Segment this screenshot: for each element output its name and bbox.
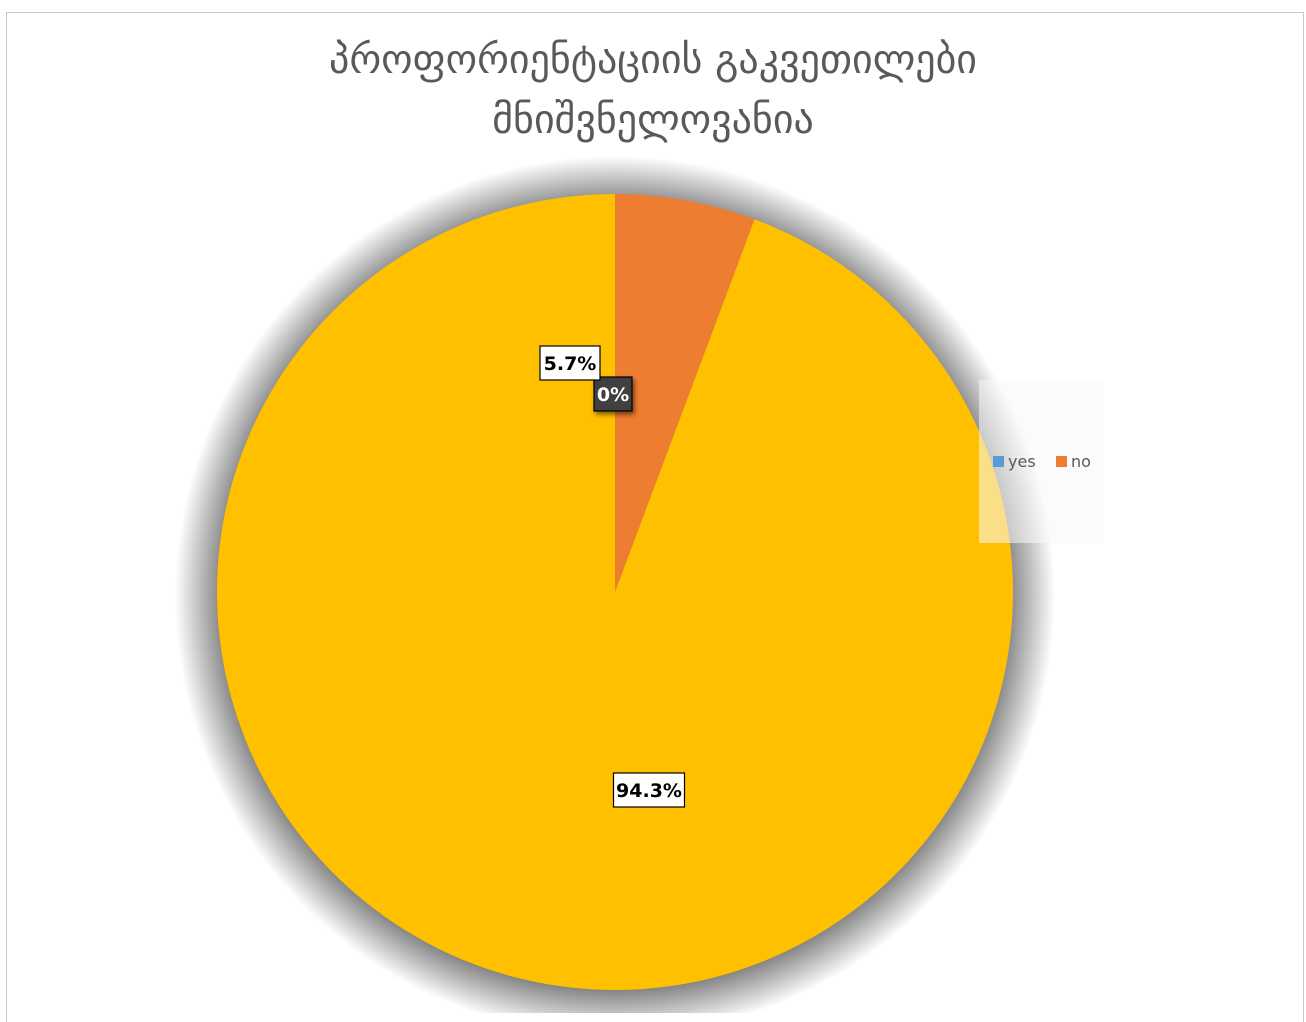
legend-swatch-yes	[993, 456, 1004, 467]
chart-title-line-2: მნიშვნელოვანია	[492, 97, 814, 143]
data-label-yes: 0%	[593, 376, 633, 412]
data-label-text-yes: 0%	[597, 384, 629, 406]
pie-slices	[217, 194, 1013, 991]
legend-entry-yes: yes	[993, 452, 1036, 472]
data-label-no: 5.7%	[539, 345, 601, 381]
data-label-box-no	[539, 345, 601, 381]
pie-slice-no	[615, 194, 755, 592]
chart-title: პროფორიენტაციის გაკვეთილები მნიშვნელოვან…	[0, 30, 1306, 150]
data-label-text-no: 5.7%	[544, 353, 597, 375]
chart-frame	[6, 12, 1304, 1022]
legend-label-yes: yes	[1008, 452, 1036, 471]
legend: yes no	[979, 380, 1104, 543]
legend-entry-no: no	[1056, 452, 1091, 472]
data-label-box-yes	[593, 376, 633, 412]
legend-label-no: no	[1071, 452, 1091, 471]
pie-data-labels: 0%5.7% 94.3%	[539, 345, 686, 808]
legend-swatch-no	[1056, 456, 1067, 467]
chart-title-line-1: პროფორიენტაციის გაკვეთილები	[329, 37, 977, 83]
data-label-other: 94.3%	[612, 772, 686, 808]
data-label-box-other	[612, 772, 686, 808]
pie-slice-other	[217, 194, 1013, 991]
data-label-text-other: 94.3%	[616, 780, 682, 802]
